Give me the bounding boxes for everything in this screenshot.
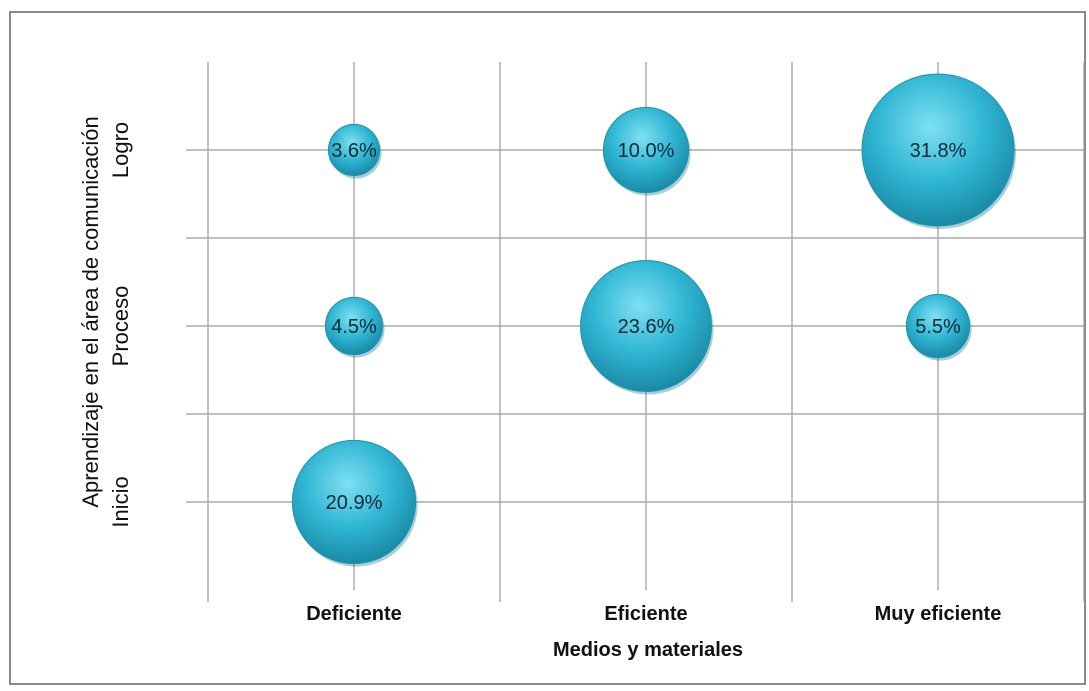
y-tick-label: Proceso bbox=[108, 286, 133, 367]
x-axis-title: Medios y materiales bbox=[553, 639, 743, 661]
bubble-data-label: 3.6% bbox=[331, 140, 377, 162]
bubble-data-label: 10.0% bbox=[618, 140, 675, 162]
y-tick-label: Logro bbox=[108, 122, 133, 178]
axis-labels: Deficiente Eficiente Muy eficiente Inicio Pr… bbox=[108, 122, 1001, 625]
bubble bbox=[580, 260, 712, 392]
x-tick-label: Deficiente bbox=[306, 603, 402, 625]
y-axis-title: Aprendizaje en el área de comunicación bbox=[78, 116, 103, 507]
bubble bbox=[324, 296, 384, 356]
bubble-data-label: 31.8% bbox=[910, 140, 967, 162]
x-tick-label: Eficiente bbox=[604, 603, 687, 625]
bubble-data-label: 5.5% bbox=[915, 316, 961, 338]
bubble-data-label: 4.5% bbox=[331, 316, 377, 338]
bubble bbox=[327, 123, 381, 177]
bubble-data-label: 23.6% bbox=[618, 316, 675, 338]
bubbles: 3.6% 10.0% 31.8% 4.5% 23.6% 5.5% 20.9% bbox=[291, 73, 1016, 567]
bubble-data-label: 20.9% bbox=[326, 492, 383, 514]
bubble bbox=[905, 293, 971, 359]
bubble bbox=[861, 73, 1015, 227]
bubble bbox=[602, 106, 690, 194]
x-tick-label: Muy eficiente bbox=[875, 603, 1002, 625]
bubble bbox=[291, 439, 417, 565]
y-tick-label: Inicio bbox=[108, 476, 133, 527]
